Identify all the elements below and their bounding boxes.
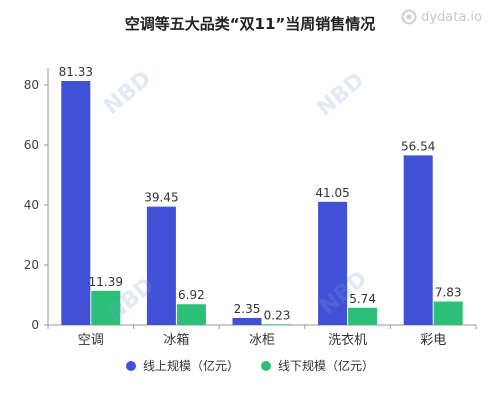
legend-item-offline[interactable]: 线下规模（亿元） bbox=[261, 357, 374, 374]
legend-label-online: 线上规模（亿元） bbox=[142, 359, 239, 373]
bar-online-0 bbox=[61, 81, 91, 325]
data-label: 39.45 bbox=[144, 191, 178, 205]
watermark: NBD bbox=[99, 66, 156, 120]
legend-item-online[interactable]: 线上规模（亿元） bbox=[125, 357, 239, 374]
data-label: 5.74 bbox=[349, 292, 376, 306]
data-label: 11.39 bbox=[89, 275, 123, 289]
bar-online-1 bbox=[146, 206, 176, 325]
legend-swatch-online bbox=[125, 360, 136, 371]
chart-legend: 线上规模（亿元） 线下规模（亿元） bbox=[0, 357, 500, 374]
bar-offline-1 bbox=[176, 304, 206, 325]
y-tick-label: 80 bbox=[24, 78, 39, 92]
brand-text: dydata.io bbox=[421, 9, 482, 25]
legend-swatch-offline bbox=[261, 360, 271, 371]
bar-offline-0 bbox=[91, 290, 121, 325]
brand-logo: dydata.io bbox=[401, 9, 482, 25]
bar-online-4 bbox=[403, 155, 433, 325]
chart-title: 空调等五大品类“双11”当周销售情况 bbox=[124, 15, 376, 33]
watermark-text: NBD bbox=[99, 66, 156, 120]
data-label: 81.33 bbox=[59, 65, 93, 79]
data-label: 41.05 bbox=[315, 186, 349, 200]
x-tick-label: 空调 bbox=[78, 333, 104, 348]
data-label: 2.35 bbox=[234, 302, 261, 316]
watermark: NBD bbox=[312, 68, 369, 122]
data-label: 0.23 bbox=[264, 308, 291, 322]
y-tick-label: 0 bbox=[31, 318, 39, 332]
bar-offline-3 bbox=[348, 307, 378, 325]
data-label: 7.83 bbox=[435, 286, 462, 300]
x-tick-label: 洗衣机 bbox=[328, 332, 367, 348]
legend-label-offline: 线下规模（亿元） bbox=[278, 359, 375, 373]
data-label: 56.54 bbox=[401, 139, 435, 153]
y-tick-label: 20 bbox=[24, 258, 39, 272]
x-tick-label: 彩电 bbox=[420, 333, 446, 348]
y-tick-label: 60 bbox=[24, 138, 39, 152]
bar-online-2 bbox=[232, 317, 262, 325]
dydata-logo-icon bbox=[401, 9, 417, 25]
watermark-text: NBD bbox=[312, 68, 369, 122]
bar-offline-4 bbox=[433, 301, 463, 325]
bar-offline-2 bbox=[262, 324, 292, 326]
x-tick-label: 冰柜 bbox=[249, 333, 275, 348]
bar-online-3 bbox=[318, 201, 348, 325]
y-tick-label: 40 bbox=[24, 198, 39, 212]
x-tick-label: 冰箱 bbox=[163, 332, 189, 348]
data-label: 6.92 bbox=[178, 288, 205, 302]
